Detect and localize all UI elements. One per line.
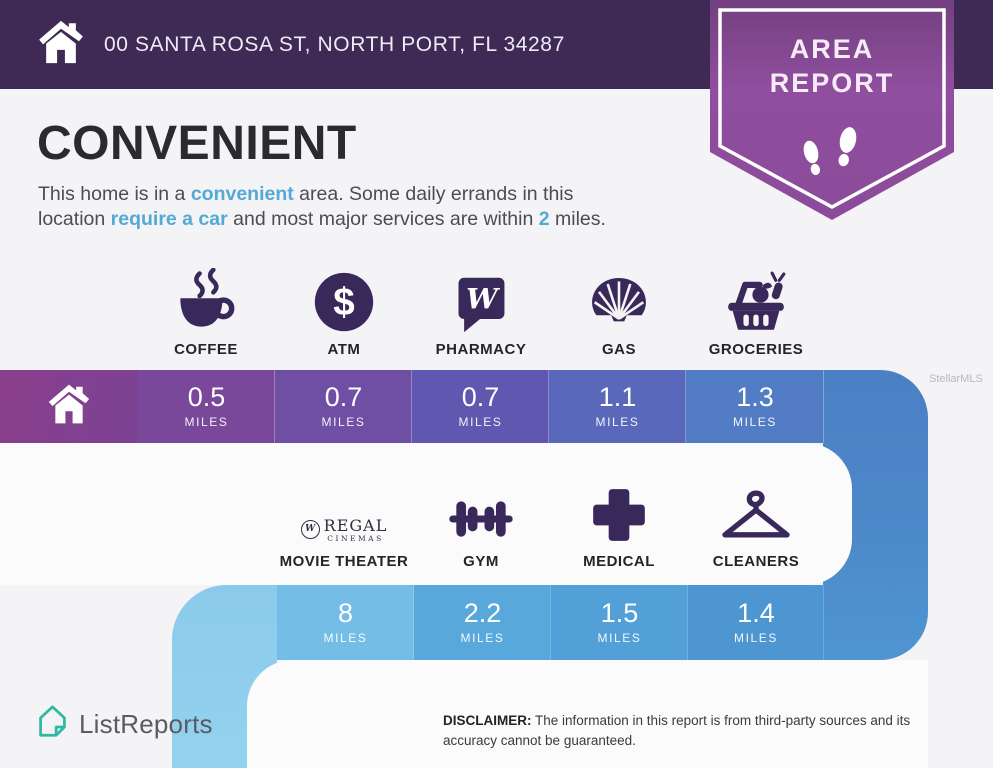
amenity-gas: GAS <box>544 262 694 358</box>
ribbon-line2: REPORT <box>770 68 895 98</box>
summary-text: This home is in a convenient area. Some … <box>38 182 606 232</box>
gym-dumbbell-icon <box>444 474 518 553</box>
home-icon <box>46 381 92 432</box>
stellar-mls-watermark: StellarMLS <box>929 373 983 385</box>
atm-icon: $ <box>312 262 376 341</box>
home-segment <box>0 370 138 443</box>
groceries-basket-icon <box>721 262 791 341</box>
regal-crown-icon: W <box>300 520 320 540</box>
page-title: CONVENIENT <box>37 117 357 170</box>
segment-medical-distance: 1.5 MILES <box>551 585 688 660</box>
listreports-house-icon <box>36 703 69 745</box>
medical-cross-icon <box>588 474 650 553</box>
pharmacy-walgreens-icon: W <box>451 262 511 341</box>
cleaners-hanger-icon <box>717 474 795 553</box>
listreports-logo: ListReports <box>36 703 213 745</box>
inner-panel-top <box>0 443 852 585</box>
segment-cleaners-distance: 1.4 MILES <box>688 585 824 660</box>
amenity-coffee: COFFEE <box>131 262 281 358</box>
disclaimer-text: DISCLAIMER: The information in this repo… <box>443 713 911 748</box>
summary-line2: location require a car and most major se… <box>38 208 606 230</box>
svg-text:$: $ <box>333 281 354 324</box>
amenity-cleaners: CLEANERS <box>681 474 831 570</box>
segment-groceries-distance: 1.3 MILES <box>686 370 824 443</box>
listreports-wordmark: ListReports <box>79 708 213 739</box>
ribbon-line1: AREA <box>790 34 875 64</box>
amenity-medical: MEDICAL <box>544 474 694 570</box>
regal-cinemas-logo: W REGAL CINEMAS <box>300 474 388 553</box>
inner-panel-bottom <box>247 660 928 768</box>
amenity-movie-theater: W REGAL CINEMAS MOVIE THEATER <box>269 474 419 570</box>
highlight-require-a-car: require a car <box>110 208 228 230</box>
svg-text:W: W <box>466 283 500 316</box>
property-address: 00 SANTA ROSA ST, NORTH PORT, FL 34287 <box>104 32 565 56</box>
amenity-groceries: GROCERIES <box>681 262 831 358</box>
gas-shell-icon <box>586 262 652 341</box>
segment-atm-distance: 0.7 MILES <box>275 370 412 443</box>
highlight-convenient: convenient <box>190 183 294 205</box>
segment-gas-distance: 1.1 MILES <box>549 370 686 443</box>
amenity-pharmacy: W PHARMACY <box>406 262 556 358</box>
summary-line1: This home is in a convenient area. Some … <box>38 183 574 205</box>
coffee-icon <box>173 262 239 341</box>
segment-gym-distance: 2.2 MILES <box>414 585 551 660</box>
segment-movie-distance: 8 MILES <box>277 585 414 660</box>
highlight-2: 2 <box>538 208 550 230</box>
footprints-icon <box>803 127 857 176</box>
amenity-atm: $ ATM <box>269 262 419 358</box>
segment-pharmacy-distance: 0.7 MILES <box>412 370 549 443</box>
home-icon <box>36 17 86 72</box>
area-report-ribbon: AREA REPORT <box>710 0 954 233</box>
amenity-gym: GYM <box>406 474 556 570</box>
segment-coffee-distance: 0.5 MILES <box>138 370 275 443</box>
